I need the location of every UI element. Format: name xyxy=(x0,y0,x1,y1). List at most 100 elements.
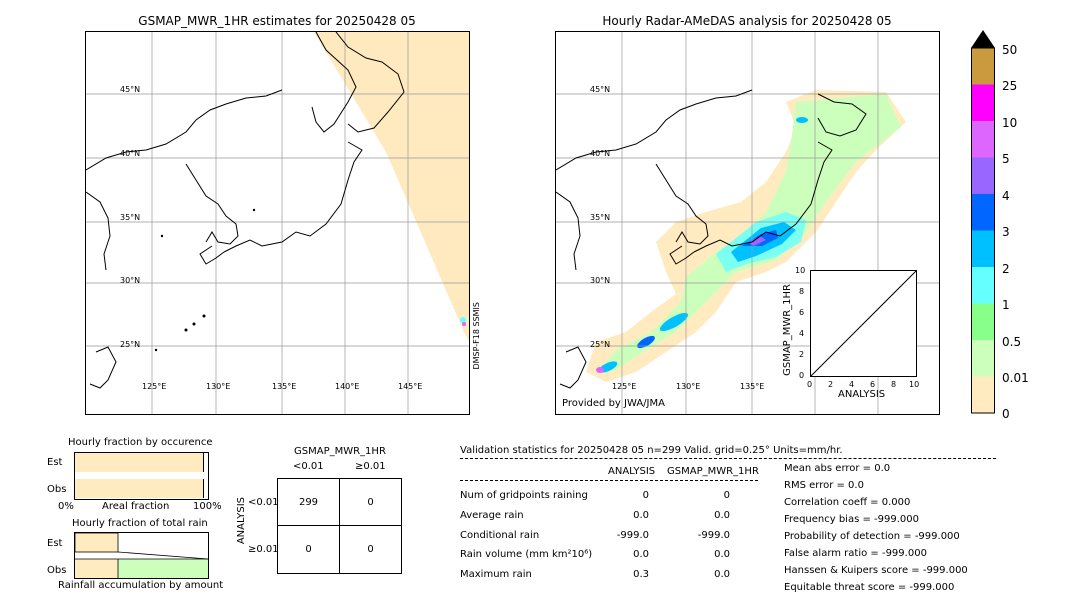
left-lat-label: 40°N xyxy=(120,149,141,158)
inset-xtick: 8 xyxy=(891,380,897,389)
colorbar-segment xyxy=(971,48,995,85)
inset-xtick: 2 xyxy=(828,380,834,389)
inset-ytick: 4 xyxy=(799,329,805,338)
validation-row-label: Rain volume (mm km²10⁶) xyxy=(460,549,593,560)
validation-dashed-rule xyxy=(460,458,996,459)
stat-line: Correlation coeff = 0.000 xyxy=(784,497,911,508)
validation-row-label: Conditional rain xyxy=(460,530,540,541)
left-map-title: GSMAP_MWR_1HR estimates for 20250428 05 xyxy=(138,14,416,28)
colorbar-border xyxy=(971,47,995,414)
inset-xtick: 0 xyxy=(807,380,813,389)
inset-ylabel: GSMAP_MWR_1HR xyxy=(782,284,793,376)
validation-col-gsmap: GSMAP_MWR_1HR xyxy=(667,466,759,477)
occurrence-chart xyxy=(74,452,209,500)
colorbar-segment xyxy=(971,376,995,413)
total-rain-obs-label: Obs xyxy=(47,565,67,576)
left-lon-label: 145°E xyxy=(398,382,423,391)
validation-row-analysis: 0 xyxy=(642,490,649,501)
occurrence-obs-label: Obs xyxy=(47,484,67,495)
colorbar-label: 4 xyxy=(1002,189,1010,203)
contingency-row-axis: ANALYSIS xyxy=(236,497,247,545)
colorbar-segment xyxy=(971,340,995,377)
stat-line: Probability of detection = -999.000 xyxy=(784,531,960,542)
colorbar-segment xyxy=(971,121,995,158)
colorbar-segment xyxy=(971,267,995,304)
contingency-title: GSMAP_MWR_1HR xyxy=(294,446,386,457)
validation-row-gsmap: -999.0 xyxy=(697,530,730,541)
inset-ytick: 6 xyxy=(799,308,805,317)
right-lon-label: 125°E xyxy=(612,382,637,391)
colorbar-label: 0.01 xyxy=(1002,371,1029,385)
contingency-cell: 0 xyxy=(305,544,312,555)
right-lat-label: 40°N xyxy=(590,149,611,158)
satellite-label: DMSP-F18 SSMIS xyxy=(472,302,481,370)
right-lon-label: 135°E xyxy=(740,382,765,391)
validation-row-label: Maximum rain xyxy=(460,569,532,580)
colorbar-label: 5 xyxy=(1002,152,1010,166)
validation-rule xyxy=(460,480,758,481)
occurrence-axis-left: 0% xyxy=(58,501,74,512)
contingency-cell: 0 xyxy=(367,544,374,555)
right-lat-label: 45°N xyxy=(590,85,611,94)
inset-xtick: 4 xyxy=(849,380,855,389)
right-map-title: Hourly Radar-AMeDAS analysis for 2025042… xyxy=(602,14,892,28)
inset-ytick: 2 xyxy=(799,350,805,359)
validation-row-label: Average rain xyxy=(460,510,524,521)
occurrence-est-bar xyxy=(75,453,204,472)
left-lat-label: 25°N xyxy=(120,340,141,349)
validation-row-gsmap: 0.0 xyxy=(714,549,730,560)
left-lon-label: 125°E xyxy=(142,382,167,391)
total-rain-chart xyxy=(74,532,209,579)
left-swath xyxy=(314,32,469,342)
colorbar-label: 0.5 xyxy=(1002,335,1022,349)
validation-row-analysis: 0.0 xyxy=(633,549,649,560)
colorbar-label: 2 xyxy=(1002,262,1010,276)
right-map-canvas xyxy=(556,32,939,414)
colorbar-segment xyxy=(971,230,995,267)
total-rain-title: Hourly fraction of total rain xyxy=(72,518,208,529)
credit-label: Provided by JWA/JMA xyxy=(562,398,665,409)
contingency-table: 299 0 0 0 xyxy=(277,478,402,574)
validation-row-analysis: 0.3 xyxy=(633,569,649,580)
contingency-row-label: <0.01 xyxy=(248,497,279,508)
inset-ytick: 8 xyxy=(799,287,805,296)
stat-line: Mean abs error = 0.0 xyxy=(784,463,891,474)
total-rain-obs-bar-light xyxy=(118,559,208,578)
left-lon-label: 140°E xyxy=(335,382,360,391)
validation-row-label: Num of gridpoints raining xyxy=(460,490,588,501)
colorbar xyxy=(971,30,995,414)
colorbar-label: 10 xyxy=(1002,116,1018,130)
stat-line: RMS error = 0.0 xyxy=(784,480,864,491)
left-lon-label: 130°E xyxy=(206,382,231,391)
right-lat-label: 35°N xyxy=(590,213,611,222)
right-lon-label: 130°E xyxy=(676,382,701,391)
validation-row-gsmap: 0 xyxy=(723,490,730,501)
colorbar-extend-arrow xyxy=(971,30,995,48)
validation-row-gsmap: 0.0 xyxy=(714,569,730,580)
right-map-panel: 45°N 40°N 35°N 30°N 25°N 125°E 130°E 135… xyxy=(555,31,940,415)
contingency-row-label: ≥0.01 xyxy=(248,544,279,555)
colorbar-label: 25 xyxy=(1002,79,1018,93)
total-rain-est-bar xyxy=(74,532,119,553)
colorbar-segment xyxy=(971,157,995,194)
colorbar-segment xyxy=(971,84,995,121)
colorbar-label: 3 xyxy=(1002,225,1010,239)
validation-row-analysis: -999.0 xyxy=(616,530,649,541)
stat-line: Hanssen & Kuipers score = -999.000 xyxy=(784,565,968,576)
inset-diagonal xyxy=(810,270,917,377)
left-map-panel: 45°N 40°N 35°N 30°N 25°N 125°E 130°E 135… xyxy=(85,31,470,415)
colorbar-segment xyxy=(971,194,995,231)
colorbar-label: 0 xyxy=(1002,407,1010,421)
left-lat-label: 45°N xyxy=(120,85,141,94)
stat-line: Frequency bias = -999.000 xyxy=(784,514,919,525)
inset-plot xyxy=(810,270,917,377)
left-lat-label: 30°N xyxy=(120,276,141,285)
contingency-col-label: <0.01 xyxy=(293,461,324,472)
total-rain-obs-bar xyxy=(75,559,118,578)
total-rain-caption: Rainfall accumulation by amount xyxy=(58,580,224,591)
colorbar-label: 50 xyxy=(1002,43,1018,57)
left-map-canvas xyxy=(86,32,469,414)
validation-row-gsmap: 0.0 xyxy=(714,510,730,521)
left-lat-label: 35°N xyxy=(120,213,141,222)
colorbar-canvas xyxy=(971,30,995,414)
